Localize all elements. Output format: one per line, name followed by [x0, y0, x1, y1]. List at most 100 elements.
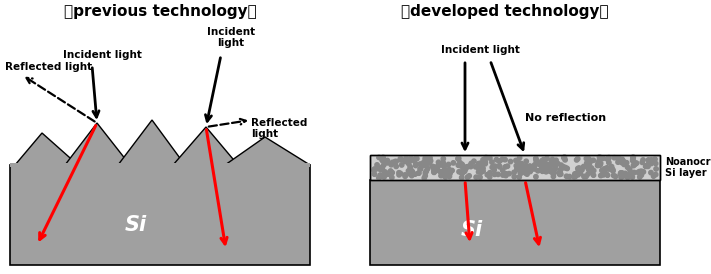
Circle shape — [382, 163, 386, 167]
Circle shape — [547, 165, 551, 170]
Circle shape — [626, 175, 630, 179]
Circle shape — [622, 173, 626, 178]
Circle shape — [460, 162, 464, 167]
Circle shape — [595, 163, 600, 168]
Circle shape — [501, 168, 505, 173]
Circle shape — [597, 158, 602, 162]
Circle shape — [450, 168, 454, 173]
Circle shape — [400, 163, 404, 167]
Circle shape — [597, 161, 602, 165]
Circle shape — [528, 169, 533, 174]
Circle shape — [413, 172, 417, 176]
Circle shape — [606, 157, 611, 161]
Circle shape — [442, 168, 447, 172]
Circle shape — [377, 176, 381, 180]
Circle shape — [456, 156, 460, 161]
Circle shape — [385, 161, 390, 165]
Circle shape — [425, 161, 430, 165]
Circle shape — [382, 159, 387, 163]
Circle shape — [535, 161, 540, 165]
Circle shape — [577, 166, 582, 170]
Circle shape — [533, 164, 537, 168]
Circle shape — [531, 164, 535, 169]
Text: 【developed technology】: 【developed technology】 — [401, 4, 609, 19]
Circle shape — [382, 175, 386, 179]
Circle shape — [565, 174, 569, 178]
Circle shape — [654, 167, 658, 171]
Circle shape — [383, 170, 387, 174]
Circle shape — [523, 165, 528, 169]
Circle shape — [552, 159, 557, 163]
Circle shape — [483, 160, 488, 165]
Circle shape — [507, 172, 511, 176]
Circle shape — [552, 171, 557, 175]
Circle shape — [646, 158, 651, 162]
Circle shape — [515, 167, 519, 172]
Circle shape — [603, 167, 607, 171]
Circle shape — [464, 166, 468, 171]
Circle shape — [574, 158, 579, 162]
Circle shape — [562, 155, 567, 159]
Circle shape — [576, 173, 580, 177]
Circle shape — [605, 157, 609, 161]
Circle shape — [441, 161, 446, 165]
Circle shape — [547, 169, 552, 173]
Circle shape — [518, 165, 523, 170]
Circle shape — [607, 167, 611, 171]
Circle shape — [460, 165, 465, 169]
Circle shape — [586, 156, 590, 161]
Circle shape — [437, 160, 441, 164]
Circle shape — [520, 167, 525, 172]
Circle shape — [632, 170, 636, 175]
Circle shape — [441, 173, 445, 178]
Circle shape — [641, 158, 646, 162]
Circle shape — [406, 158, 410, 162]
Circle shape — [503, 158, 507, 162]
Circle shape — [403, 173, 407, 177]
Circle shape — [497, 164, 501, 168]
Circle shape — [503, 173, 508, 178]
Text: Incident light: Incident light — [63, 50, 141, 60]
Circle shape — [641, 170, 646, 174]
Circle shape — [643, 164, 648, 169]
Circle shape — [576, 156, 580, 161]
Circle shape — [423, 171, 427, 175]
Circle shape — [462, 169, 466, 174]
Circle shape — [611, 173, 616, 178]
Circle shape — [380, 158, 385, 162]
Circle shape — [410, 173, 414, 178]
Circle shape — [434, 165, 439, 170]
Circle shape — [518, 161, 523, 166]
Circle shape — [469, 161, 474, 165]
Circle shape — [549, 158, 554, 162]
Circle shape — [631, 155, 636, 159]
Circle shape — [424, 169, 429, 173]
Circle shape — [538, 163, 542, 167]
Bar — [10, 165, 310, 265]
Circle shape — [576, 170, 580, 175]
Circle shape — [398, 171, 402, 176]
Circle shape — [403, 159, 407, 164]
Circle shape — [439, 163, 443, 167]
Polygon shape — [173, 127, 238, 165]
Circle shape — [598, 163, 602, 167]
Circle shape — [587, 157, 592, 161]
Circle shape — [589, 169, 593, 174]
Circle shape — [592, 169, 596, 173]
Circle shape — [456, 156, 461, 161]
Circle shape — [456, 163, 461, 167]
Circle shape — [518, 171, 523, 175]
Circle shape — [506, 164, 510, 169]
Circle shape — [599, 173, 603, 178]
Circle shape — [561, 165, 565, 169]
Circle shape — [394, 159, 398, 164]
Circle shape — [515, 159, 520, 163]
Circle shape — [572, 175, 576, 179]
Circle shape — [409, 169, 413, 174]
Circle shape — [584, 161, 589, 165]
Circle shape — [534, 159, 538, 163]
Circle shape — [623, 171, 628, 176]
Bar — [10, 163, 310, 167]
Circle shape — [432, 170, 437, 174]
Circle shape — [424, 156, 428, 161]
